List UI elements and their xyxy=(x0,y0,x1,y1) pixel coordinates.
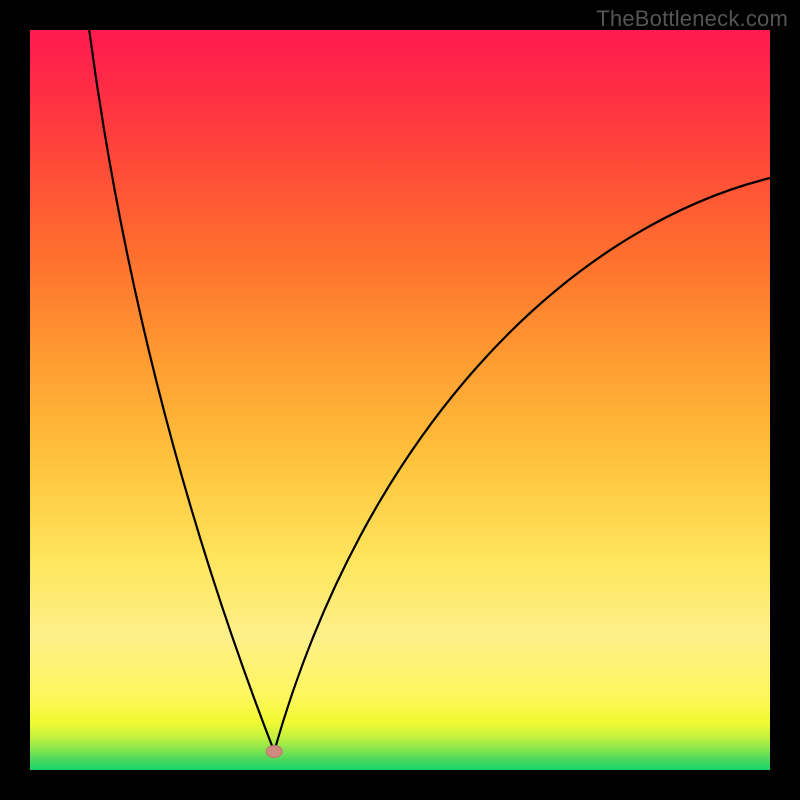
curve-left-branch xyxy=(89,30,274,752)
watermark-text: TheBottleneck.com xyxy=(596,6,788,32)
chart-curve-layer xyxy=(30,30,770,770)
minimum-marker xyxy=(266,746,282,758)
curve-right-branch xyxy=(274,178,770,752)
chart-plot-area xyxy=(30,30,770,770)
